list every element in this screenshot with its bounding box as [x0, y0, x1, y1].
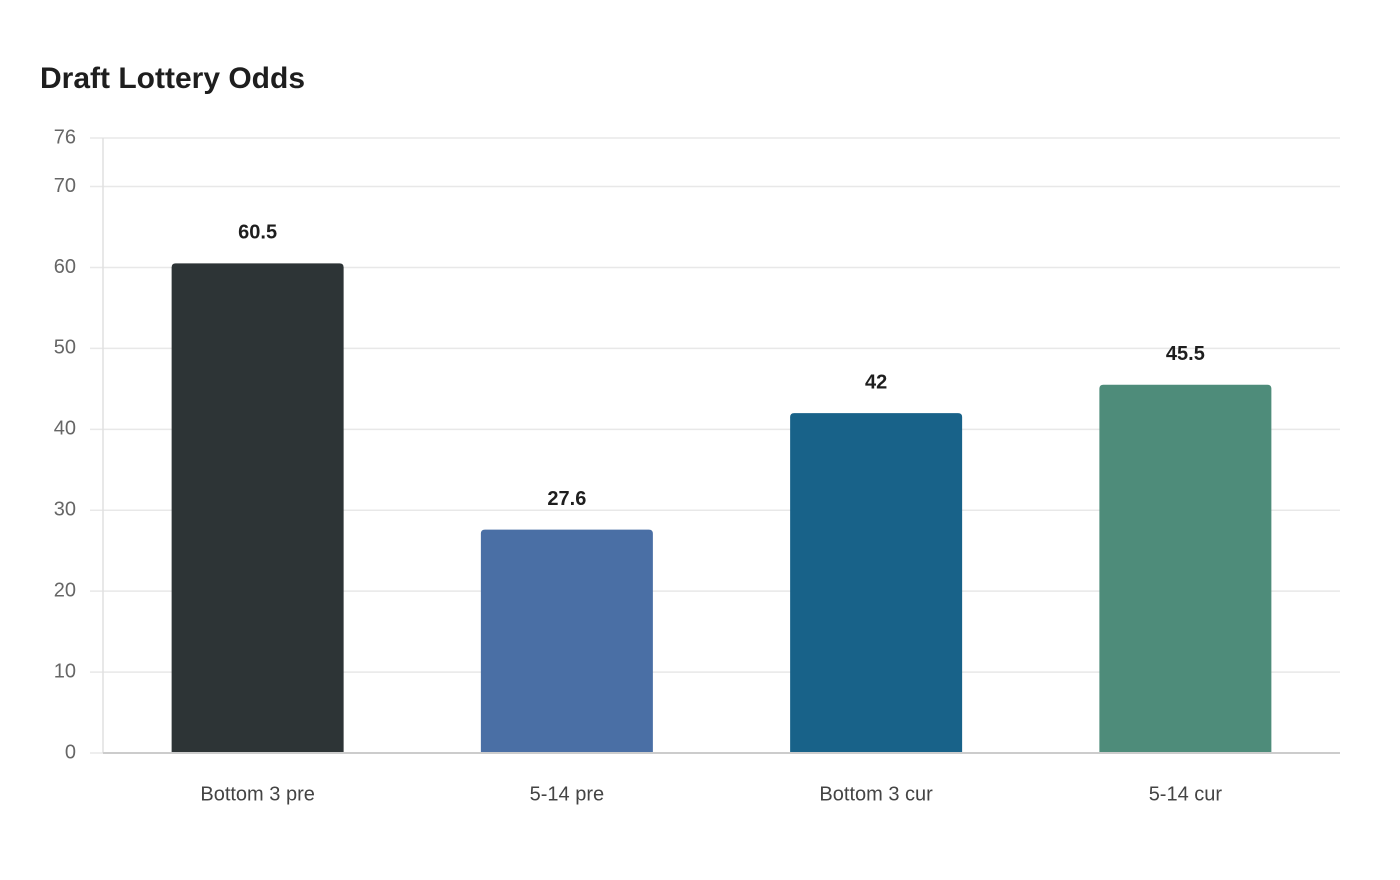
value-label: 60.5 [238, 222, 277, 244]
bar [1099, 384, 1272, 753]
chart-title: Draft Lottery Odds [40, 62, 305, 95]
bar [790, 413, 963, 753]
y-tick-label: 40 [54, 418, 76, 440]
y-tick-label: 60 [54, 256, 76, 278]
bar [171, 263, 344, 753]
value-label: 27.6 [547, 488, 586, 510]
x-tick-label: 5-14 pre [530, 783, 605, 805]
y-tick-label: 50 [54, 337, 76, 359]
y-tick-label: 76 [54, 126, 76, 148]
x-tick-label: 5-14 cur [1149, 783, 1223, 805]
value-label: 45.5 [1166, 343, 1205, 365]
bar [480, 529, 653, 753]
y-tick-label: 70 [54, 175, 76, 197]
y-tick-label: 0 [65, 741, 76, 763]
y-tick-label: 30 [54, 499, 76, 521]
x-tick-label: Bottom 3 cur [819, 783, 933, 805]
y-tick-label: 20 [54, 579, 76, 601]
y-tick-label: 10 [54, 660, 76, 682]
value-label: 42 [865, 371, 887, 393]
x-tick-label: Bottom 3 pre [200, 783, 315, 805]
